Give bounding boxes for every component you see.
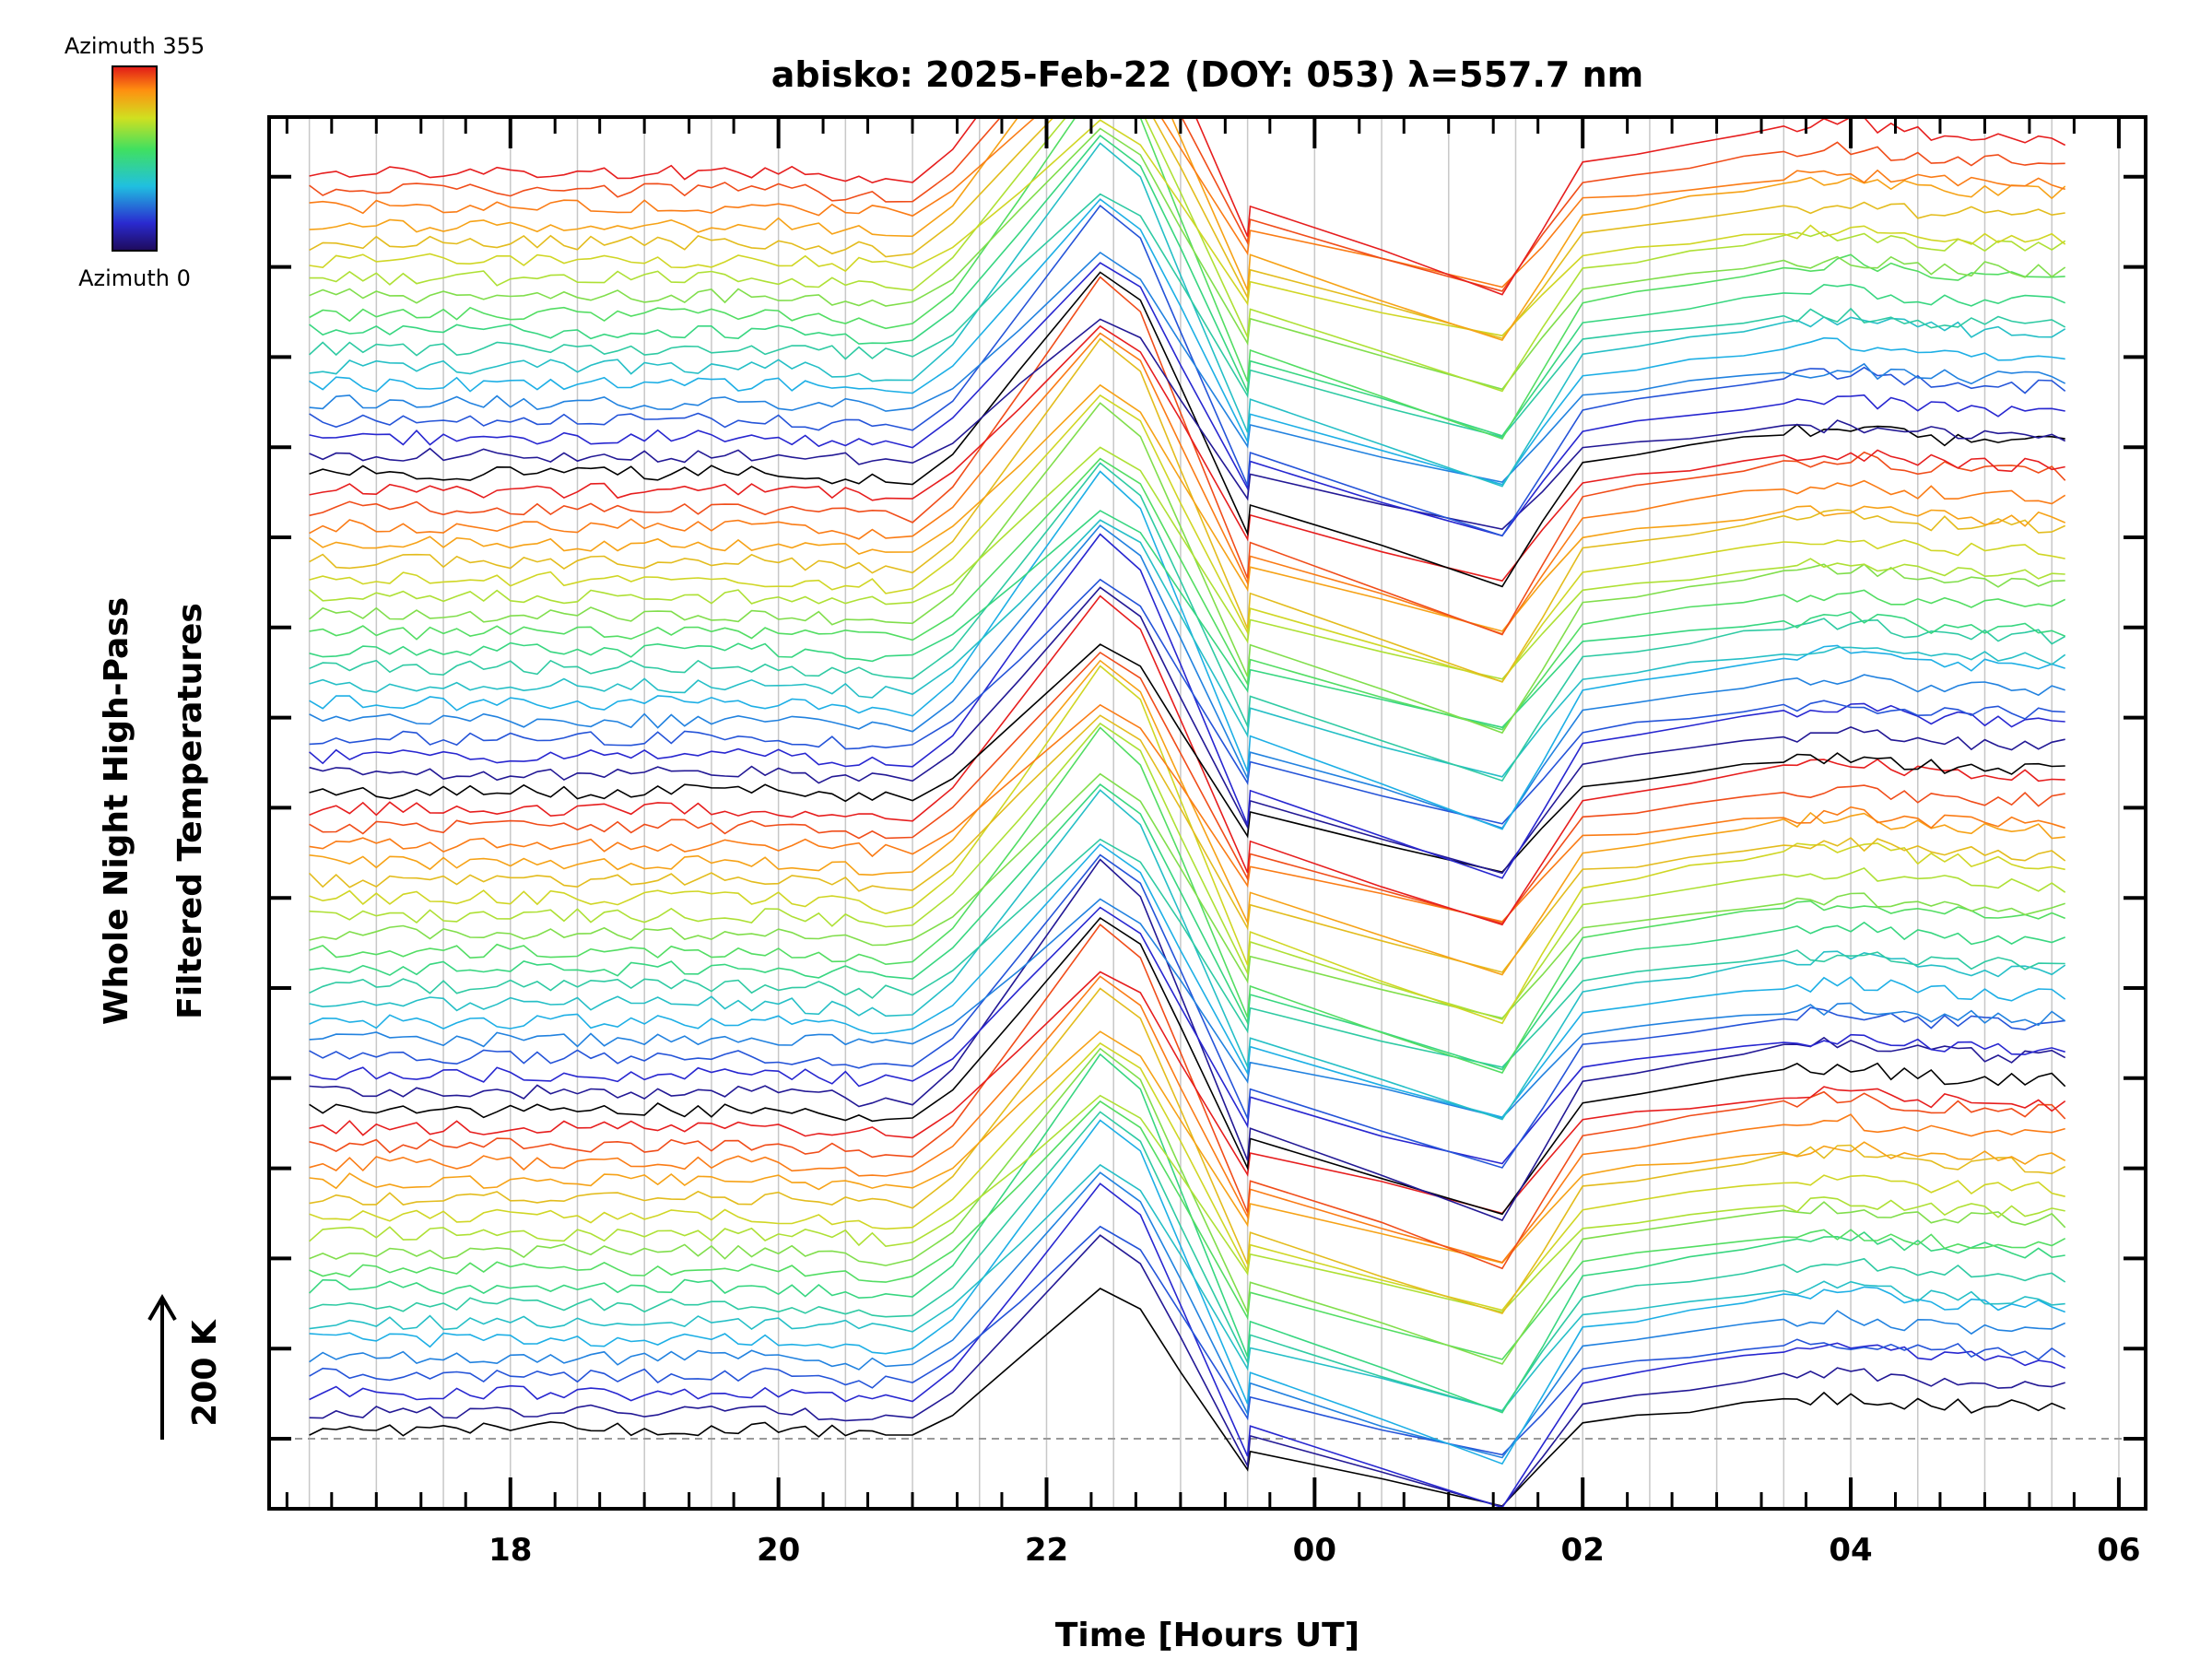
series-line-azimuth-140	[309, 772, 2065, 1019]
grid-layer	[269, 117, 2146, 1509]
series-line-azimuth-145	[309, 722, 2066, 1020]
series-line-azimuth-335	[309, 117, 2065, 340]
series-layer	[309, 117, 2066, 1509]
axes-layer	[267, 115, 2147, 1511]
series-line-azimuth-200	[309, 524, 2065, 830]
series-line-azimuth-25	[309, 1119, 2065, 1465]
series-line-azimuth-70	[309, 1030, 2066, 1265]
series-line-azimuth-355	[309, 117, 2066, 296]
series-line-azimuth-305	[309, 193, 2066, 439]
x-tick-label: 18	[488, 1532, 532, 1569]
series-line-azimuth-10	[309, 1182, 2066, 1509]
series-line-azimuth-345	[309, 117, 2065, 288]
series-line-azimuth-180	[309, 643, 2065, 874]
y-axis-label-line2: Filtered Temperatures	[171, 603, 209, 1019]
series-line-azimuth-130	[309, 783, 2065, 1071]
x-tick-label: 00	[1293, 1532, 1336, 1569]
series-line-azimuth-160	[309, 659, 2065, 976]
series-line-azimuth-225	[309, 457, 2066, 731]
series-line-azimuth-220	[309, 510, 2066, 729]
series-line-azimuth-275	[309, 318, 2066, 530]
series-line-azimuth-215	[309, 462, 2066, 782]
x-tick-label: 22	[1025, 1532, 1068, 1569]
series-line-azimuth-100	[309, 906, 2065, 1165]
tick-label-layer: 18 20 22 00 02 04 06	[488, 1532, 2140, 1569]
series-line-azimuth-310	[309, 135, 2066, 437]
x-tick-label: 20	[757, 1532, 800, 1569]
series-line-azimuth-205	[309, 470, 2065, 830]
series-line-azimuth-15	[309, 1225, 2066, 1456]
series-line-azimuth-195	[309, 578, 2065, 825]
series-line-azimuth-300	[309, 142, 2066, 488]
series-line-azimuth-315	[309, 117, 2065, 440]
series-line-azimuth-50	[309, 1047, 2066, 1365]
series-line-azimuth-285	[309, 204, 2066, 537]
series-line-azimuth-55	[309, 1094, 2065, 1313]
x-tick-label: 04	[1829, 1532, 1872, 1569]
x-tick-label: 02	[1561, 1532, 1605, 1569]
series-line-azimuth-325	[309, 117, 2066, 393]
series-line-azimuth-170	[309, 651, 2065, 924]
series-line-azimuth-290	[309, 251, 2066, 483]
series-line-azimuth-250	[309, 383, 2066, 632]
series-line-azimuth-185	[309, 586, 2065, 875]
series-line-azimuth-295	[309, 198, 2065, 486]
series-line-azimuth-350	[309, 117, 2065, 292]
series-line-azimuth-330	[309, 119, 2066, 337]
scale-marker-label: 200 K	[186, 1319, 224, 1427]
series-line-azimuth-45	[309, 1100, 2066, 1360]
series-line-azimuth-80	[309, 924, 2066, 1270]
plot-frame	[267, 115, 2147, 1511]
series-line-azimuth-270	[309, 271, 2065, 588]
series-line-azimuth-85	[309, 971, 2066, 1215]
x-axis-label: Time [Hours UT]	[1055, 1617, 1359, 1654]
series-line-azimuth-150	[309, 665, 2065, 1025]
series-line-azimuth-75	[309, 975, 2065, 1264]
series-line-azimuth-280	[309, 262, 2065, 537]
series-line-azimuth-340	[309, 117, 2066, 342]
series-line-azimuth-115	[309, 842, 2066, 1119]
series-line-azimuth-190	[309, 533, 2065, 879]
colorbar-top-label: Azimuth 355	[65, 33, 205, 59]
series-line-azimuth-5	[309, 1234, 2065, 1508]
series-line-azimuth-155	[309, 714, 2066, 973]
series-line-azimuth-125	[309, 838, 2065, 1068]
series-line-azimuth-90	[309, 916, 2066, 1216]
series-line-azimuth-105	[309, 853, 2065, 1169]
colorbar-bottom-label: Azimuth 0	[78, 265, 191, 291]
series-line-azimuth-20	[309, 1171, 2066, 1459]
series-line-azimuth-255	[309, 332, 2066, 635]
series-line-azimuth-245	[309, 337, 2066, 683]
series-line-azimuth-240	[309, 394, 2065, 683]
chart-title: abisko: 2025-Feb-22 (DOY: 053) λ=557.7 n…	[771, 54, 1643, 95]
series-line-azimuth-30	[309, 1163, 2065, 1412]
series-line-azimuth-320	[309, 127, 2066, 391]
series-line-azimuth-175	[309, 594, 2065, 926]
series-line-azimuth-135	[309, 726, 2066, 1074]
series-line-azimuth-265	[309, 324, 2065, 582]
series-line-azimuth-210	[309, 519, 2066, 778]
series-line-azimuth-110	[309, 898, 2066, 1119]
y-axis-label-line1: Whole Night High-Pass	[98, 597, 135, 1025]
series-line-azimuth-235	[309, 446, 2065, 680]
series-line-azimuth-260	[309, 276, 2066, 636]
series-line-azimuth-230	[309, 402, 2065, 735]
colorbar	[112, 65, 158, 252]
x-tick-label: 06	[2097, 1532, 2140, 1569]
series-line-azimuth-35	[309, 1111, 2066, 1412]
series-line-azimuth-40	[309, 1053, 2065, 1414]
scale-arrow	[147, 1294, 177, 1440]
series-line-azimuth-95	[309, 858, 2066, 1221]
series-line-azimuth-0	[309, 1288, 2066, 1507]
series-line-azimuth-60	[309, 1041, 2065, 1312]
series-line-azimuth-165	[309, 703, 2065, 923]
